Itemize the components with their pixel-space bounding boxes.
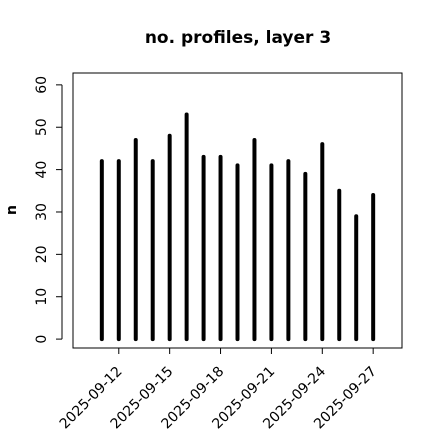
y-tick-label: 40 — [34, 161, 50, 179]
y-tick-label: 50 — [34, 118, 50, 136]
y-axis-label: n — [4, 205, 20, 215]
y-tick-label: 20 — [34, 245, 50, 263]
y-tick-label: 10 — [34, 288, 50, 306]
y-tick-label: 60 — [34, 76, 50, 94]
y-tick-label: 30 — [34, 203, 50, 221]
y-tick-label: 0 — [34, 335, 50, 344]
chart-title: no. profiles, layer 3 — [145, 28, 331, 48]
